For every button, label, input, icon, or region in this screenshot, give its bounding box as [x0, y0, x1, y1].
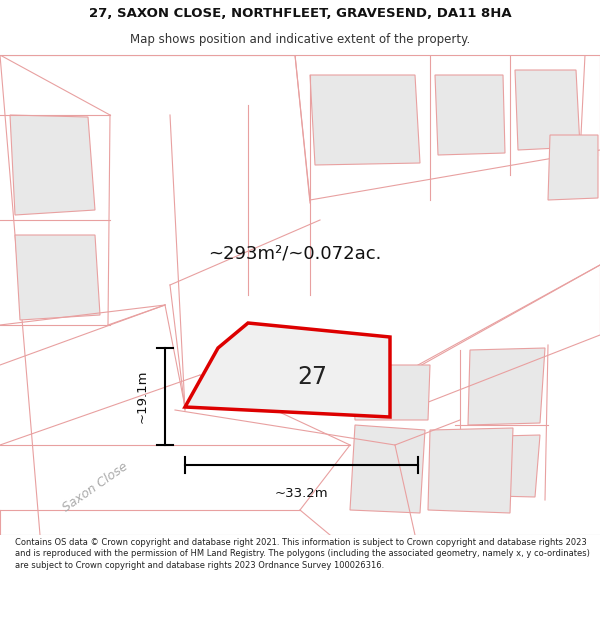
- Text: ~33.2m: ~33.2m: [275, 487, 328, 500]
- Text: Map shows position and indicative extent of the property.: Map shows position and indicative extent…: [130, 33, 470, 46]
- Text: ~19.1m: ~19.1m: [136, 370, 149, 423]
- Text: 27, SAXON CLOSE, NORTHFLEET, GRAVESEND, DA11 8HA: 27, SAXON CLOSE, NORTHFLEET, GRAVESEND, …: [89, 8, 511, 20]
- Polygon shape: [350, 425, 425, 513]
- Polygon shape: [428, 428, 513, 513]
- Text: Contains OS data © Crown copyright and database right 2021. This information is : Contains OS data © Crown copyright and d…: [15, 538, 590, 569]
- Polygon shape: [455, 435, 540, 497]
- Polygon shape: [185, 323, 390, 417]
- Text: 27: 27: [297, 365, 327, 389]
- Polygon shape: [352, 365, 430, 420]
- Polygon shape: [548, 135, 598, 200]
- Polygon shape: [15, 235, 100, 320]
- Text: ~293m²/~0.072ac.: ~293m²/~0.072ac.: [208, 244, 382, 262]
- Text: Saxon Close: Saxon Close: [60, 460, 130, 514]
- Polygon shape: [310, 75, 420, 165]
- Polygon shape: [10, 115, 95, 215]
- Polygon shape: [515, 70, 580, 150]
- Polygon shape: [468, 348, 545, 425]
- Polygon shape: [435, 75, 505, 155]
